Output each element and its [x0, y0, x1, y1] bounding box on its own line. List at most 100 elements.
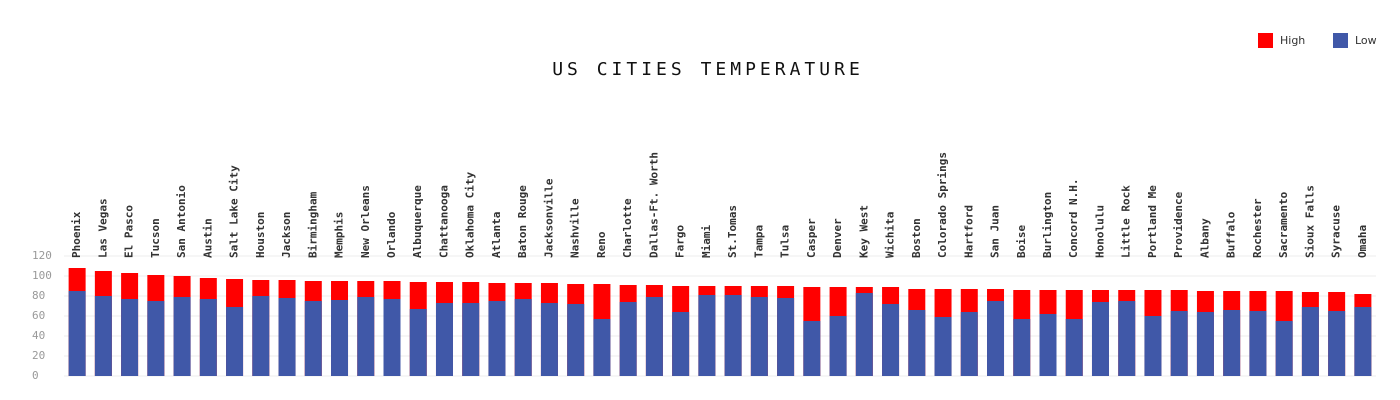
bar — [173, 297, 191, 376]
bar — [593, 319, 611, 376]
x-tick-label: Houston — [254, 212, 267, 258]
x-tick-label: Chattanooga — [437, 185, 450, 258]
x-tick-label: Buffalo — [1225, 211, 1238, 258]
x-tick-label: San Juan — [989, 205, 1002, 258]
x-tick-label: Miami — [700, 225, 713, 258]
legend-label: Low — [1355, 34, 1377, 47]
bar — [383, 299, 401, 376]
bar — [357, 297, 375, 376]
x-tick-label: Birmingham — [306, 191, 319, 258]
x-tick-label: Albuquerque — [411, 185, 424, 258]
bar — [698, 295, 716, 376]
bar — [908, 310, 926, 376]
y-tick-label: 120 — [32, 249, 52, 262]
x-tick-label: Syracuse — [1330, 205, 1343, 258]
x-tick-label: Tucson — [149, 218, 162, 258]
y-tick-label: 80 — [32, 289, 45, 302]
legend-swatch — [1333, 33, 1348, 48]
x-tick-label: Burlington — [1041, 192, 1054, 258]
bar — [488, 301, 506, 376]
bar — [750, 297, 768, 376]
bar — [514, 299, 532, 376]
x-tick-label: Honolulu — [1093, 205, 1106, 258]
bar — [1013, 319, 1031, 376]
x-tick-label: Boise — [1015, 225, 1028, 258]
y-tick-label: 60 — [32, 309, 45, 322]
x-tick-label: Boston — [910, 218, 923, 258]
bar — [278, 298, 296, 376]
y-tick-label: 40 — [32, 329, 45, 342]
bar — [1039, 314, 1057, 376]
x-tick-label: Denver — [831, 218, 844, 258]
x-tick-label: Albany — [1198, 218, 1211, 258]
bar — [777, 298, 795, 376]
bar — [1091, 302, 1109, 376]
bar — [882, 304, 900, 376]
bar — [331, 300, 349, 376]
bar — [94, 296, 112, 376]
bar — [1118, 301, 1136, 376]
x-tick-label: Las Vegas — [96, 198, 109, 258]
bar — [1301, 307, 1319, 376]
x-tick-label: Sioux Falls — [1303, 185, 1316, 258]
bar — [672, 312, 690, 376]
chart-title: US CITIES TEMPERATURE — [552, 59, 864, 80]
x-tick-label: Casper — [805, 218, 818, 258]
bar — [435, 303, 453, 376]
bar — [567, 304, 585, 376]
x-tick-label: Providence — [1172, 191, 1185, 258]
bar — [1144, 316, 1162, 376]
bar — [1065, 319, 1083, 376]
bar — [724, 295, 742, 376]
bar — [1354, 307, 1372, 376]
bar — [409, 309, 427, 376]
y-tick-label: 0 — [32, 369, 39, 382]
y-tick-label: 100 — [32, 269, 52, 282]
x-tick-label: Baton Rouge — [516, 185, 529, 258]
bar — [803, 321, 821, 376]
x-tick-label: Hartford — [962, 205, 975, 258]
x-tick-label: San Antonio — [175, 185, 188, 258]
x-tick-label: Jackson — [280, 212, 293, 258]
x-tick-label: Key West — [857, 205, 870, 258]
bar — [199, 299, 217, 376]
x-tick-label: Charlotte — [621, 198, 634, 258]
x-tick-label: Nashville — [569, 198, 582, 258]
bar — [1328, 311, 1346, 376]
bar — [1275, 321, 1293, 376]
x-tick-label: Salt Lake City — [228, 165, 241, 258]
x-tick-label: Orlando — [385, 211, 398, 258]
bar — [645, 297, 663, 376]
x-tick-label: Dallas-Ft. Worth — [647, 152, 660, 258]
x-tick-label: Jacksonville — [542, 178, 555, 258]
bar — [226, 307, 244, 376]
bar — [1249, 311, 1267, 376]
x-tick-label: Wichita — [884, 212, 897, 258]
bar — [960, 312, 978, 376]
bar — [829, 316, 847, 376]
x-tick-label: Atlanta — [490, 212, 503, 258]
x-tick-label: Tulsa — [779, 225, 792, 258]
bar — [1223, 310, 1241, 376]
x-tick-label: Memphis — [333, 212, 346, 258]
bar — [1196, 312, 1214, 376]
x-tick-label: Colorado Springs — [936, 152, 949, 258]
bar — [68, 291, 86, 376]
bar — [121, 299, 139, 376]
bar — [252, 296, 270, 376]
bar — [304, 301, 322, 376]
bar — [855, 293, 873, 376]
x-tick-label: Fargo — [674, 225, 687, 258]
x-tick-label: Rochester — [1251, 198, 1264, 258]
legend-label: High — [1280, 34, 1305, 47]
bar — [1170, 311, 1188, 376]
x-tick-label: Oklahoma City — [464, 172, 477, 258]
bar — [987, 301, 1005, 376]
x-tick-label: Phoenix — [70, 211, 83, 258]
x-tick-label: Little Rock — [1120, 185, 1133, 258]
bar — [934, 317, 952, 376]
bar — [462, 303, 480, 376]
bar — [540, 303, 558, 376]
y-tick-label: 20 — [32, 349, 45, 362]
